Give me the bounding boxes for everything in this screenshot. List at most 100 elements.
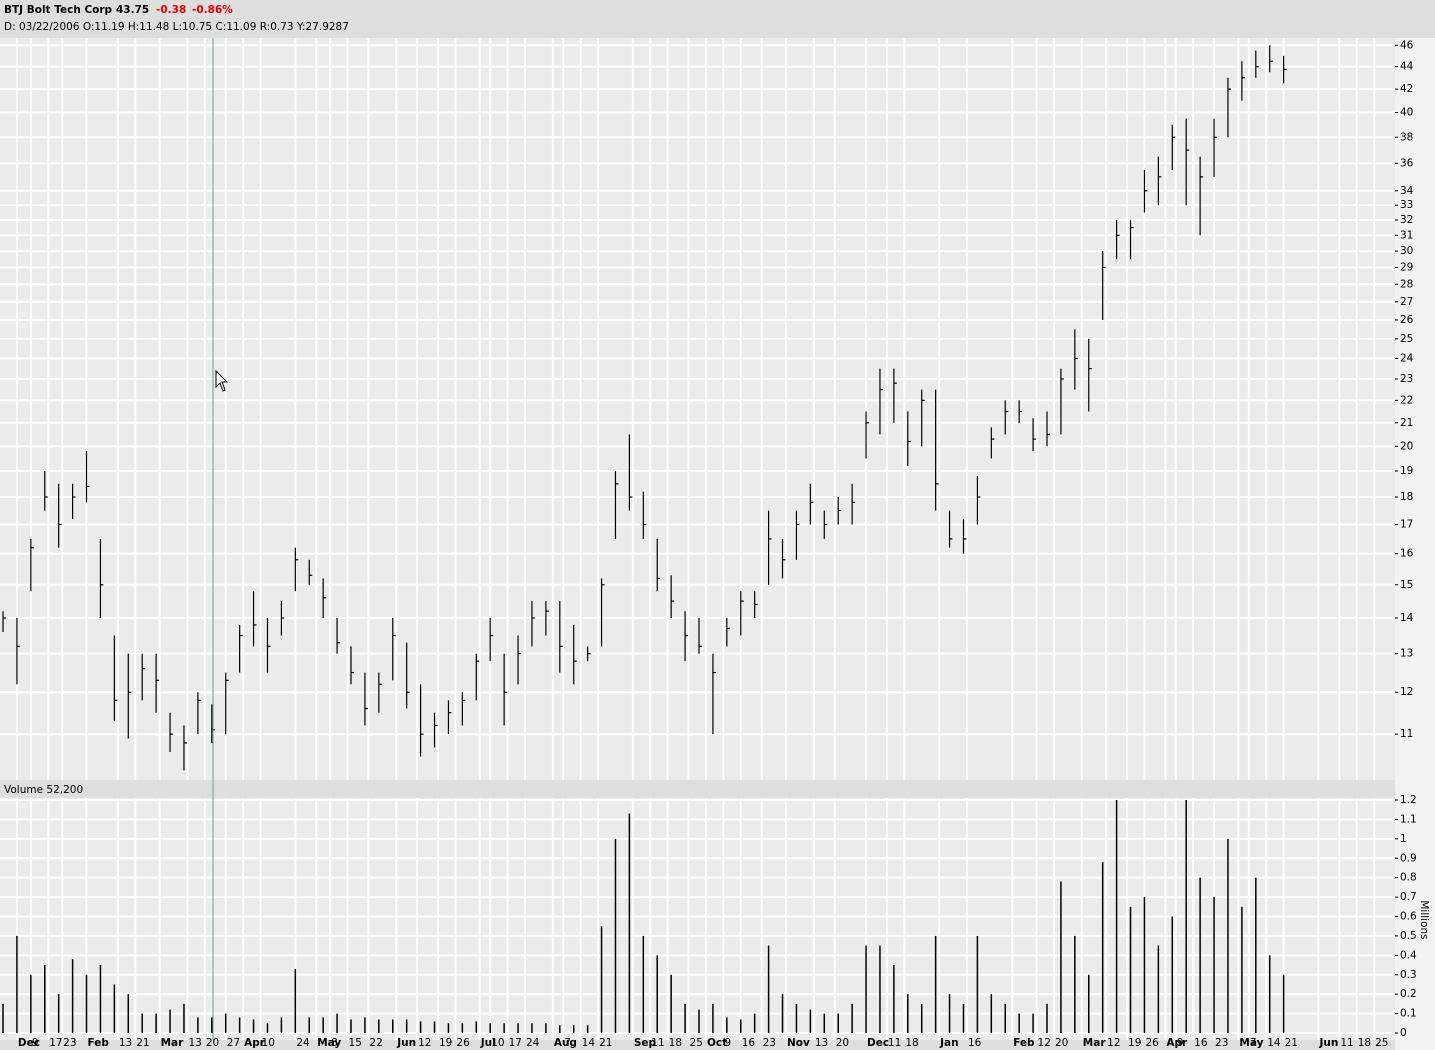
x-tick-label: Apr bbox=[244, 1037, 266, 1049]
volume-bar bbox=[1213, 897, 1215, 1033]
volume-bar bbox=[475, 1021, 478, 1033]
y-tick-label: 26 bbox=[1400, 314, 1414, 326]
volume-bar bbox=[976, 935, 979, 1033]
volume-bar bbox=[907, 994, 909, 1033]
volume-bar bbox=[1255, 877, 1257, 1033]
x-tick-label: 14 bbox=[582, 1037, 596, 1049]
volume-bar bbox=[280, 1017, 283, 1033]
volume-bar bbox=[1185, 800, 1187, 1033]
y-tick-label: 36 bbox=[1400, 157, 1414, 169]
x-tick-label: 26 bbox=[1145, 1037, 1159, 1049]
volume-bar bbox=[1060, 881, 1062, 1033]
volume-bar bbox=[197, 1017, 199, 1033]
x-tick-label: 10 bbox=[262, 1037, 275, 1049]
volume-bar bbox=[1018, 1013, 1020, 1033]
price-panel bbox=[0, 38, 1395, 780]
x-tick-label: 17 bbox=[509, 1037, 522, 1049]
y-tick-label: 40 bbox=[1400, 107, 1413, 119]
volume-bar bbox=[586, 1025, 589, 1033]
volume-bar bbox=[642, 935, 645, 1033]
volume-bar bbox=[1129, 906, 1132, 1033]
volume-bar bbox=[600, 926, 603, 1033]
volume-bar bbox=[517, 1023, 519, 1033]
x-tick-label: 9 bbox=[1177, 1037, 1184, 1049]
y-tick-label: 0.6 bbox=[1400, 911, 1417, 923]
x-tick-label: 16 bbox=[742, 1037, 756, 1049]
x-tick-label: Dec bbox=[18, 1037, 40, 1049]
volume-bar bbox=[795, 1003, 798, 1033]
x-tick-label: 19 bbox=[439, 1037, 452, 1049]
y-tick-label: 1.2 bbox=[1400, 794, 1417, 806]
y-tick-label: 29 bbox=[1400, 261, 1413, 273]
volume-bar bbox=[16, 935, 18, 1033]
volume-bar bbox=[336, 1013, 338, 1033]
volume-bar bbox=[322, 1017, 324, 1033]
volume-bar bbox=[1227, 838, 1229, 1033]
y-tick-label: 31 bbox=[1400, 229, 1413, 241]
y-tick-label: 19 bbox=[1400, 465, 1413, 477]
x-tick-label: 9 bbox=[724, 1037, 731, 1049]
volume-bar bbox=[920, 1003, 923, 1033]
last-price: 43.75 bbox=[116, 4, 149, 16]
x-tick-label: 12 bbox=[1038, 1037, 1051, 1049]
x-tick-label: 14 bbox=[1267, 1037, 1281, 1049]
volume-bar bbox=[934, 935, 937, 1033]
y-tick-label: 15 bbox=[1400, 579, 1413, 591]
x-tick-label: 18 bbox=[1358, 1037, 1371, 1049]
volume-bar bbox=[1046, 1003, 1048, 1033]
volume-bar bbox=[767, 945, 770, 1033]
volume-bar bbox=[447, 1023, 450, 1033]
volume-bar bbox=[1241, 906, 1243, 1033]
x-tick-label: 11 bbox=[888, 1037, 901, 1049]
y-tick-label: 0.7 bbox=[1400, 891, 1417, 903]
y-tick-label: 0.2 bbox=[1400, 988, 1417, 1000]
x-tick-label: 23 bbox=[1215, 1037, 1228, 1049]
volume-bar bbox=[879, 945, 881, 1033]
volume-bar bbox=[781, 994, 784, 1033]
volume-bar bbox=[266, 1023, 269, 1033]
volume-bar bbox=[1032, 1013, 1034, 1033]
y-tick-label: 38 bbox=[1400, 131, 1413, 143]
x-tick-label: Jan bbox=[939, 1037, 958, 1049]
x-tick-label: 12 bbox=[1107, 1037, 1120, 1049]
volume-bar bbox=[656, 955, 658, 1033]
x-tick-label: 13 bbox=[815, 1037, 828, 1049]
x-tick-label: May bbox=[317, 1037, 341, 1049]
volume-bar bbox=[851, 1003, 853, 1033]
x-tick-label: 23 bbox=[763, 1037, 776, 1049]
volume-bar bbox=[712, 1003, 714, 1033]
volume-bar bbox=[740, 1019, 742, 1033]
x-tick-label: 11 bbox=[651, 1037, 664, 1049]
volume-bar bbox=[141, 1013, 143, 1033]
x-tick-label: 25 bbox=[690, 1037, 703, 1049]
volume-bar bbox=[461, 1023, 464, 1033]
x-tick-label: 22 bbox=[369, 1037, 382, 1049]
volume-bar bbox=[169, 1009, 171, 1033]
x-tick-label: Dec bbox=[867, 1037, 889, 1049]
volume-bar bbox=[865, 945, 867, 1033]
x-tick-label: Mar bbox=[161, 1037, 185, 1049]
change: -0.38 bbox=[156, 4, 186, 16]
volume-bar bbox=[238, 1017, 241, 1033]
volume-bar bbox=[1101, 862, 1104, 1033]
volume-bar bbox=[1157, 945, 1160, 1033]
volume-bar bbox=[837, 1013, 839, 1033]
x-tick-label: Apr bbox=[1166, 1037, 1188, 1049]
volume-axis-label: Millions bbox=[1418, 900, 1430, 939]
x-tick-label: Feb bbox=[1013, 1037, 1035, 1049]
y-tick-label: 16 bbox=[1400, 548, 1414, 560]
volume-bar bbox=[990, 994, 993, 1033]
plot: 1112131415161718192021222324252627282930… bbox=[0, 38, 1417, 1049]
volume-bar bbox=[252, 1019, 255, 1033]
y-tick-label: 1 bbox=[1400, 833, 1407, 845]
y-tick-label: 27 bbox=[1400, 296, 1413, 308]
volume-bar bbox=[71, 959, 74, 1033]
volume-bar bbox=[183, 1003, 185, 1033]
x-tick-label: 23 bbox=[63, 1037, 76, 1049]
volume-bar bbox=[572, 1025, 575, 1033]
x-tick-label: 16 bbox=[1194, 1037, 1208, 1049]
x-tick-label: 16 bbox=[968, 1037, 982, 1049]
x-tick-label: 10 bbox=[491, 1037, 504, 1049]
volume-bar bbox=[1115, 800, 1118, 1033]
volume-bar bbox=[364, 1017, 366, 1033]
